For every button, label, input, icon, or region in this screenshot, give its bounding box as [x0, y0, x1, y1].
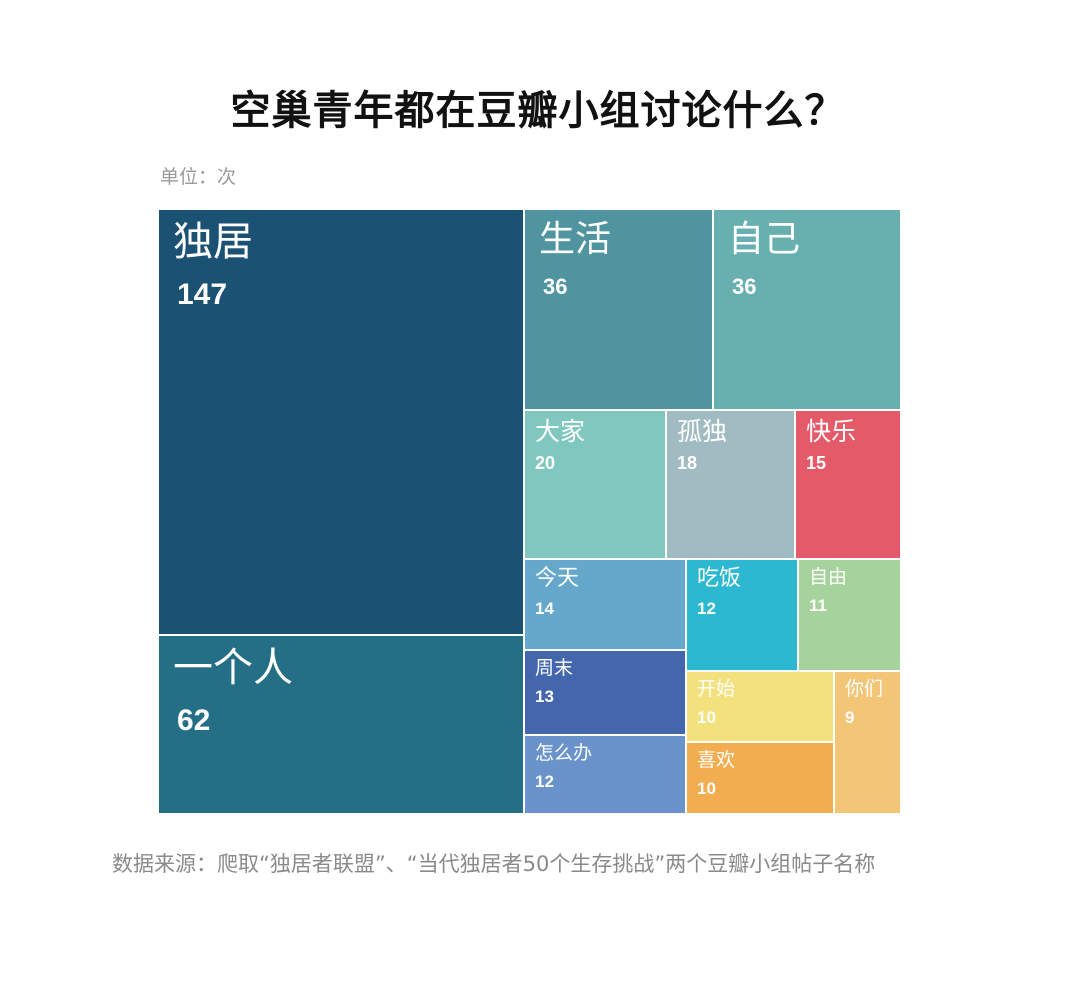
treemap-cell: 快乐 15 [795, 410, 901, 559]
treemap-chart: 独居 147 一个人 62 生活 36 自己 36 大家 20 孤独 18 快乐 15 今天 14 吃饭 12 自由… [158, 209, 901, 814]
cell-label: 你们 [845, 678, 884, 700]
cell-value: 13 [535, 687, 554, 706]
treemap-cell: 孤独 18 [666, 410, 795, 559]
cell-value: 36 [543, 274, 568, 299]
cell-value: 36 [732, 274, 757, 299]
cell-value: 14 [535, 599, 554, 618]
cell-label: 怎么办 [535, 742, 593, 764]
treemap-cell: 自由 11 [798, 559, 901, 671]
source-note: 数据来源：爬取“独居者联盟”、“当代独居者50个生存挑战”两个豆瓣小组帖子名称 [112, 852, 876, 876]
cell-label: 喜欢 [697, 749, 736, 771]
cell-value: 147 [177, 278, 228, 311]
unit-label: 单位：次 [160, 166, 237, 188]
cell-value: 12 [697, 599, 716, 618]
cell-value: 12 [535, 772, 554, 791]
cell-label: 生活 [539, 219, 612, 260]
cell-value: 10 [697, 708, 716, 727]
cell-label: 今天 [535, 566, 580, 591]
cell-label: 快乐 [806, 417, 857, 446]
treemap-cell: 生活 36 [524, 209, 713, 410]
treemap-cell: 吃饭 12 [686, 559, 798, 671]
treemap-cell: 喜欢 10 [686, 742, 834, 814]
treemap-cell: 你们 9 [834, 671, 901, 814]
cell-label: 周末 [535, 657, 574, 679]
cell-value: 20 [535, 453, 556, 473]
cell-label: 开始 [697, 678, 736, 700]
treemap-cell: 大家 20 [524, 410, 666, 559]
treemap-cell: 开始 10 [686, 671, 834, 742]
cell-value: 11 [809, 596, 827, 615]
cell-label: 自由 [809, 566, 848, 588]
treemap-cell: 独居 147 [158, 209, 524, 635]
cell-label: 大家 [535, 417, 586, 446]
chart-title: 空巢青年都在豆瓣小组讨论什么？ [230, 87, 846, 134]
cell-label: 独居 [173, 219, 253, 265]
treemap-cell: 怎么办 12 [524, 735, 686, 814]
cell-value: 9 [845, 708, 855, 727]
cell-label: 一个人 [173, 645, 293, 691]
treemap-cell: 周末 13 [524, 650, 686, 735]
cell-value: 15 [806, 453, 827, 473]
cell-value: 62 [177, 704, 211, 737]
treemap-cell: 自己 36 [713, 209, 901, 410]
cell-value: 18 [677, 453, 698, 473]
treemap-cell: 一个人 62 [158, 635, 524, 814]
cell-label: 自己 [728, 219, 801, 260]
cell-label: 吃饭 [697, 566, 742, 591]
treemap-cell: 今天 14 [524, 559, 686, 650]
cell-label: 孤独 [677, 417, 728, 446]
cell-value: 10 [697, 779, 716, 798]
